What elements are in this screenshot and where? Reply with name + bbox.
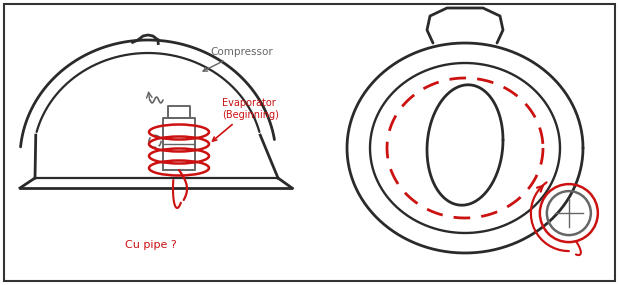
Text: Evaporator
(Beginning): Evaporator (Beginning) — [212, 98, 279, 141]
Text: Compressor: Compressor — [203, 47, 273, 71]
Text: Cu pipe ?: Cu pipe ? — [125, 240, 177, 250]
